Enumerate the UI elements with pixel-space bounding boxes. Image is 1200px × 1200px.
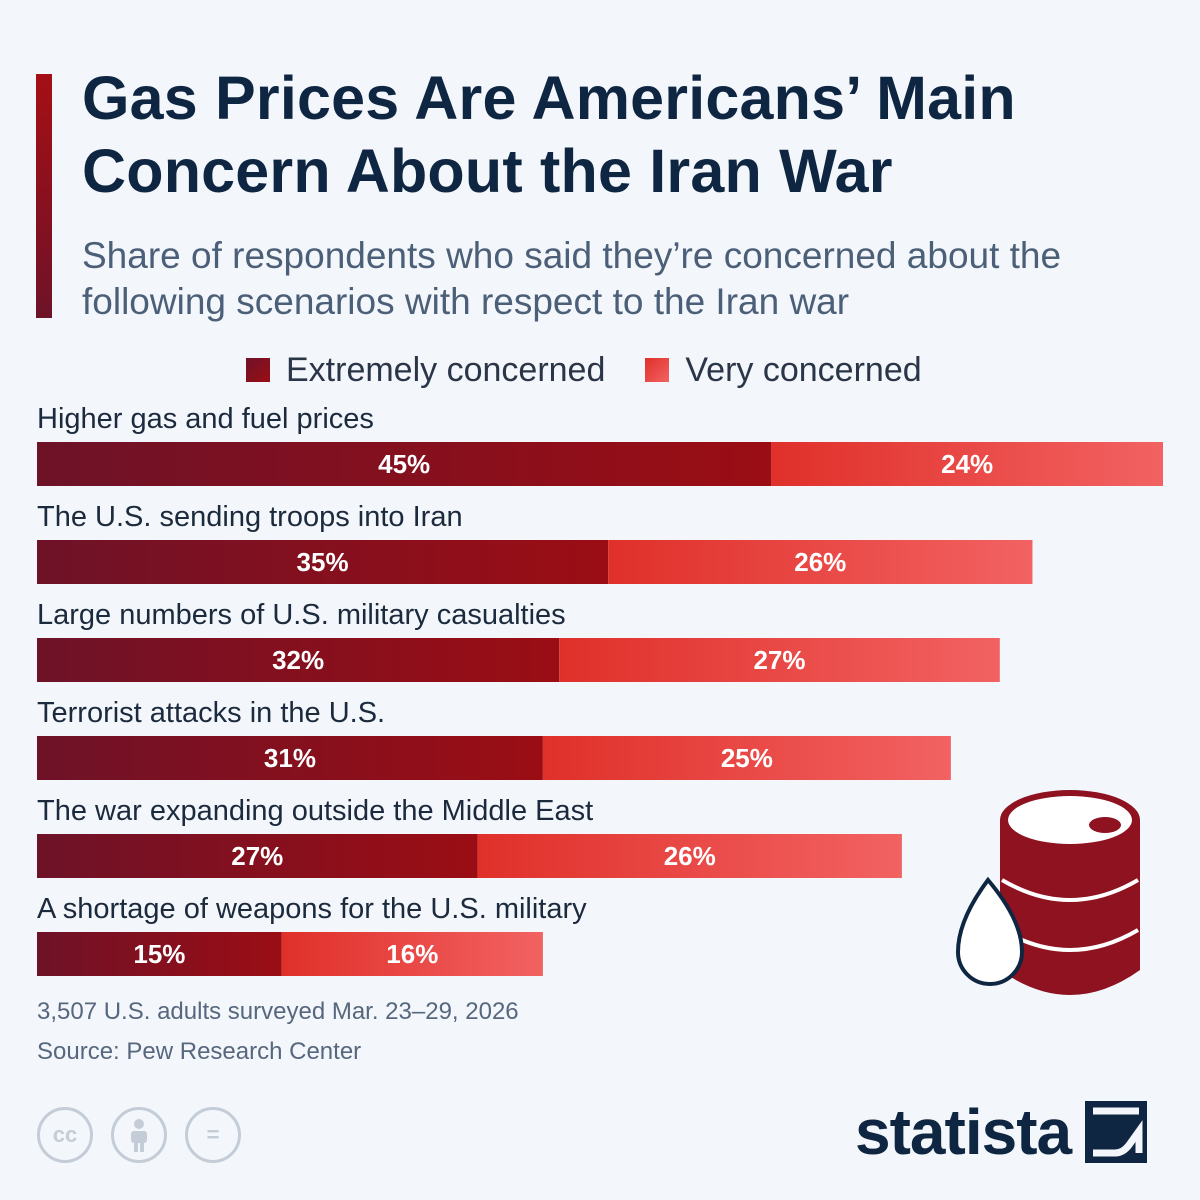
category-label: Terrorist attacks in the U.S. <box>37 697 385 729</box>
person-icon <box>131 1119 147 1152</box>
data-label-very: 25% <box>721 743 773 773</box>
legend-item-very: Very concerned <box>645 350 922 390</box>
cc-icon[interactable]: cc <box>37 1107 93 1163</box>
data-label-very: 26% <box>664 841 716 871</box>
legend-swatch-very <box>645 358 670 382</box>
bar-very <box>477 834 902 878</box>
bar-very <box>771 442 1163 486</box>
bar-very <box>542 736 951 780</box>
page-title: Gas Prices Are Americans’ Main Concern A… <box>82 64 1016 205</box>
title-accent-bar <box>36 74 52 318</box>
data-label-extreme: 27% <box>231 841 283 871</box>
bar-very <box>559 638 1000 682</box>
data-label-extreme: 35% <box>297 547 349 577</box>
brand-name: statista <box>855 1096 1072 1168</box>
category-label: Higher gas and fuel prices <box>37 403 374 435</box>
legend-label-extreme: Extremely concerned <box>286 350 606 389</box>
data-label-very: 27% <box>753 645 805 675</box>
legend-label-very: Very concerned <box>685 350 922 389</box>
category-label: A shortage of weapons for the U.S. milit… <box>37 893 587 925</box>
data-label-very: 16% <box>386 939 438 969</box>
source-note: Source: Pew Research Center <box>37 1038 362 1065</box>
bar-very <box>281 932 543 976</box>
legend-swatch-extreme <box>246 358 270 382</box>
data-label-extreme: 15% <box>133 939 185 969</box>
bar-extreme <box>37 540 609 584</box>
page-subtitle: Share of respondents who said they’re co… <box>82 235 1062 322</box>
data-label-very: 24% <box>941 449 993 479</box>
bar-extreme <box>37 638 560 682</box>
category-label: Large numbers of U.S. military casualtie… <box>37 599 566 631</box>
statista-logo-icon <box>1085 1101 1148 1163</box>
category-label: The war expanding outside the Middle Eas… <box>37 795 593 827</box>
data-label-extreme: 45% <box>378 449 430 479</box>
chart-legend: Extremely concerned Very concerned <box>246 350 922 390</box>
no-derivatives-icon[interactable]: = <box>185 1107 241 1163</box>
bar-extreme <box>37 736 543 780</box>
statista-logo[interactable]: statista <box>855 1092 1148 1172</box>
survey-note: 3,507 U.S. adults surveyed Mar. 23–29, 2… <box>37 998 519 1025</box>
bar-extreme <box>37 442 772 486</box>
bar-extreme <box>37 834 478 878</box>
bar-extreme <box>37 932 282 976</box>
legend-item-extreme: Extremely concerned <box>246 351 605 390</box>
data-label-extreme: 32% <box>272 645 324 675</box>
oil-barrel-icon <box>955 790 1140 995</box>
attribution-icon[interactable] <box>111 1107 167 1163</box>
category-label: The U.S. sending troops into Iran <box>37 501 463 533</box>
data-label-extreme: 31% <box>264 743 316 773</box>
data-label-very: 26% <box>794 547 846 577</box>
bar-very <box>608 540 1033 584</box>
